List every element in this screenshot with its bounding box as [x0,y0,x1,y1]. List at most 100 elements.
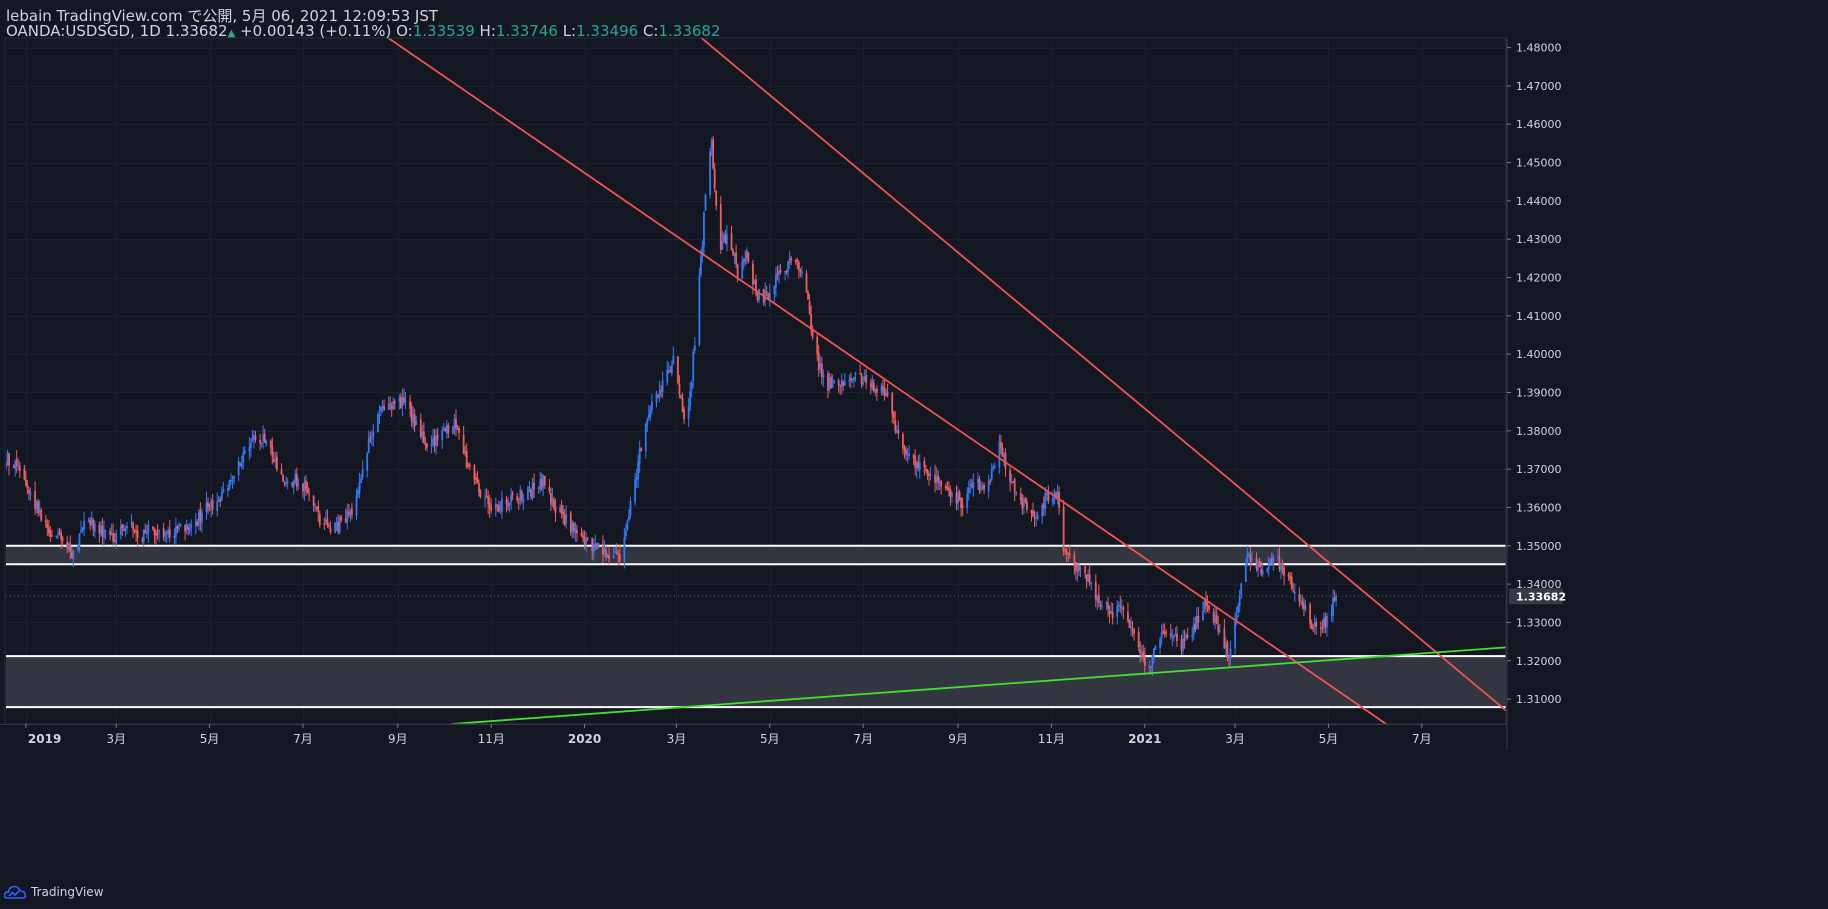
candle-body [603,548,606,554]
candle [742,257,745,270]
candle-body [1003,454,1005,458]
candle-body [649,409,652,417]
last-price-label: 1.33682 [1516,590,1566,603]
candle [876,385,878,402]
candle-body [1163,631,1166,635]
candle [381,399,384,413]
candle [201,508,203,533]
candle [1312,624,1315,633]
candle-body [344,518,347,523]
candle-body [569,512,572,533]
candles [6,136,1338,677]
candle-body [126,525,128,528]
candle [562,504,565,524]
candle-body [464,452,467,454]
candle [366,451,369,478]
candle-body [733,253,736,256]
candle-body [605,549,607,557]
candle [606,553,609,559]
time-tick-label: 5月 [1319,732,1339,746]
candle [187,523,190,536]
time-tick-label: 5月 [760,732,780,746]
candle-body [1096,595,1099,602]
candle-body [265,440,268,445]
candle-body [531,482,534,499]
candle [693,336,696,354]
candle-body [220,492,223,501]
candle [527,485,529,501]
candle-body [393,401,396,404]
candle [591,537,594,560]
candle-body [29,492,32,495]
candle [1240,582,1243,599]
candle [1116,600,1119,625]
candle [292,479,295,495]
candle-body [891,393,894,414]
price-tick-label: 1.31000 [1516,693,1562,706]
candle-body [1078,564,1080,571]
candle [1224,637,1227,658]
candle-body [1312,627,1315,630]
candle [436,427,439,447]
candle [124,525,127,537]
candle-body [1319,627,1322,629]
tradingview-cloud-icon [4,885,26,899]
candle-body [1176,633,1178,642]
candle [540,472,543,492]
candle [1162,623,1165,635]
candle [572,521,575,539]
candle [104,529,107,540]
candle-body [1260,569,1263,574]
candle-body [657,395,659,398]
candle-body [1257,561,1259,571]
candle-body [1015,492,1018,494]
candle [205,491,208,520]
candle [283,480,286,487]
candle-body [981,485,984,489]
candle-body [516,496,519,501]
candle [130,514,133,528]
candle-body [859,373,861,375]
candle-body [1105,602,1108,604]
candle-body [595,543,598,547]
candle [447,422,450,439]
candle-body [559,507,561,513]
candle-body [790,257,793,261]
candle-body [58,531,61,534]
candle [924,464,927,474]
candle [1237,602,1240,618]
candle-body [1127,611,1129,621]
candle [755,274,757,297]
candle-body [28,489,30,494]
candle [344,508,347,524]
candle-body [145,532,148,535]
candle [553,496,555,511]
candle [285,476,288,488]
candle [765,286,768,297]
candle [774,267,777,297]
candle [1015,491,1018,497]
candle-body [174,526,177,537]
candle [6,461,7,471]
candle-body [849,377,852,380]
candle [1321,619,1324,634]
candle [432,428,434,448]
candle-body [496,504,499,506]
candle-body [508,502,511,506]
candle-body [18,465,21,471]
candle-body [966,493,969,508]
candle-body [594,543,597,549]
candle [6,449,9,467]
candle [894,411,897,435]
candle-body [690,382,693,390]
candle-body [1026,501,1028,510]
candle [569,510,572,536]
candle-body [1197,615,1200,623]
candle [715,190,718,211]
tradingview-branding[interactable]: TradingView [4,880,104,904]
candle-body [1203,601,1206,610]
candle [1246,546,1249,566]
candle-body [646,419,649,426]
candle [442,423,445,431]
